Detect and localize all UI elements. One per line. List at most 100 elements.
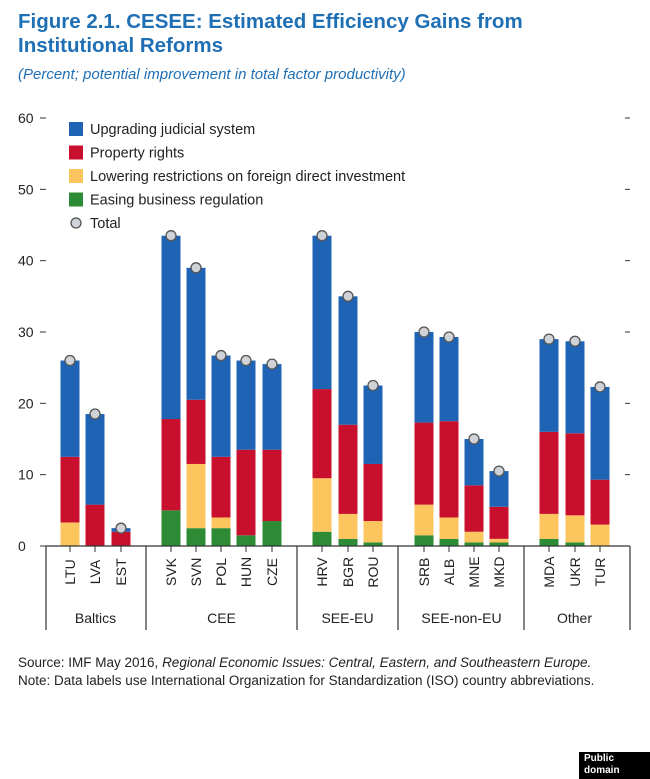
bar-judicial-ltu bbox=[60, 360, 80, 457]
bar-property-cze bbox=[262, 449, 282, 522]
total-marker-svn bbox=[190, 262, 202, 274]
bar-business-mda bbox=[539, 538, 559, 546]
bar-property-pol bbox=[211, 456, 231, 518]
x-tick-label: MNE bbox=[466, 556, 482, 587]
total-marker-lva bbox=[89, 408, 101, 420]
legend-swatch-fdi bbox=[69, 169, 83, 183]
y-tick-label: 30 bbox=[18, 324, 34, 340]
y-tick-label: 10 bbox=[18, 467, 34, 483]
total-marker-srb bbox=[418, 326, 430, 338]
chart-title: Figure 2.1. CESEE: Estimated Efficiency … bbox=[18, 10, 523, 57]
y-tick-label: 60 bbox=[18, 110, 34, 126]
legend-swatch-property bbox=[69, 145, 83, 160]
bars bbox=[60, 235, 610, 546]
bar-judicial-tur bbox=[590, 386, 610, 480]
total-marker-hrv bbox=[316, 230, 328, 242]
bar-judicial-hrv bbox=[312, 235, 332, 390]
bar-judicial-alb bbox=[439, 336, 459, 422]
bar-fdi-ukr bbox=[565, 515, 585, 543]
total-marker-ukr bbox=[569, 335, 581, 347]
group-label: SEE-non-EU bbox=[421, 610, 501, 626]
x-tick-label: HRV bbox=[314, 557, 330, 587]
x-tick-label: SVK bbox=[163, 557, 179, 586]
bar-fdi-hrv bbox=[312, 478, 332, 532]
chart-subtitle: (Percent; potential improvement in total… bbox=[18, 66, 406, 83]
y-axis: 0 10 20 30 40 50 60 bbox=[18, 110, 630, 554]
legend-swatch-judicial bbox=[69, 122, 83, 136]
group-label: CEE bbox=[207, 610, 236, 626]
bar-judicial-bgr bbox=[338, 296, 358, 425]
x-tick-label: CZE bbox=[264, 558, 280, 586]
legend: Upgrading judicial system Property rights… bbox=[69, 122, 405, 232]
bar-fdi-bgr bbox=[338, 513, 358, 539]
y-tick-label: 0 bbox=[18, 538, 26, 554]
bar-business-hun bbox=[236, 535, 256, 546]
bar-property-ltu bbox=[60, 456, 80, 523]
bar-business-svk bbox=[161, 510, 181, 546]
bar-fdi-srb bbox=[414, 504, 434, 536]
total-marker-alb bbox=[443, 331, 455, 343]
bar-business-bgr bbox=[338, 538, 358, 546]
bar-judicial-hun bbox=[236, 360, 256, 450]
x-tick-label: MDA bbox=[541, 556, 557, 588]
bar-property-svn bbox=[186, 399, 206, 464]
total-marker-tur bbox=[594, 381, 606, 393]
group-label: Baltics bbox=[75, 610, 116, 626]
bar-business-rou bbox=[363, 542, 383, 546]
bar-property-ukr bbox=[565, 433, 585, 516]
bar-judicial-mda bbox=[539, 339, 559, 432]
x-tick-label: SVN bbox=[188, 558, 204, 587]
bar-judicial-svn bbox=[186, 267, 206, 400]
bar-property-mne bbox=[464, 485, 484, 532]
bar-property-hrv bbox=[312, 389, 332, 479]
source-note: Source: IMF May 2016, Regional Economic … bbox=[18, 654, 638, 672]
x-tick-label: EST bbox=[113, 558, 129, 586]
bar-fdi-mne bbox=[464, 531, 484, 543]
x-tick-label: BGR bbox=[340, 557, 356, 587]
bar-property-lva bbox=[85, 504, 105, 546]
total-marker-rou bbox=[367, 379, 379, 392]
source-label: Source: IMF May 2016, bbox=[18, 655, 163, 670]
x-tick-label: UKR bbox=[567, 557, 583, 587]
bar-property-tur bbox=[590, 479, 610, 525]
y-tick-label: 20 bbox=[18, 395, 34, 411]
total-marker-mkd bbox=[493, 465, 505, 477]
total-marker-pol bbox=[215, 349, 227, 362]
x-tick-label: POL bbox=[213, 558, 229, 586]
bar-fdi-tur bbox=[590, 524, 610, 546]
chart-canvas: 0 10 20 30 40 50 60 LTU LVA EST SVK SVN POL HUN CZE HR… bbox=[18, 110, 631, 630]
total-marker-mne bbox=[468, 433, 480, 445]
bar-business-svn bbox=[186, 528, 206, 546]
legend-swatch-business bbox=[69, 192, 83, 207]
bar-judicial-mne bbox=[464, 439, 484, 486]
public-domain-badge: Public domain bbox=[579, 752, 650, 779]
legend-label: Total bbox=[90, 216, 121, 232]
group-label: Other bbox=[557, 610, 592, 626]
group-label: SEE-EU bbox=[321, 610, 373, 626]
bar-fdi-pol bbox=[211, 517, 231, 529]
bar-property-alb bbox=[439, 421, 459, 518]
total-marker-ltu bbox=[64, 354, 76, 367]
bar-judicial-rou bbox=[363, 385, 383, 464]
legend-label: Lowering restrictions on foreign direct … bbox=[90, 169, 405, 185]
bar-property-hun bbox=[236, 449, 256, 536]
bar-fdi-mda bbox=[539, 513, 559, 539]
legend-swatch-total bbox=[70, 217, 82, 229]
bar-property-rou bbox=[363, 463, 383, 522]
x-tick-label: LVA bbox=[87, 559, 103, 584]
x-tick-label: SRB bbox=[416, 558, 432, 587]
iso-note: Note: Data labels use International Orga… bbox=[18, 673, 595, 688]
total-marker-bgr bbox=[342, 290, 354, 302]
bar-fdi-mkd bbox=[489, 538, 509, 543]
x-tick-label: TUR bbox=[592, 558, 608, 587]
bar-judicial-lva bbox=[85, 414, 105, 505]
legend-label: Property rights bbox=[90, 146, 184, 162]
bar-judicial-ukr bbox=[565, 341, 585, 434]
y-tick-label: 50 bbox=[18, 181, 34, 197]
total-marker-mda bbox=[543, 333, 555, 345]
bar-property-srb bbox=[414, 422, 434, 505]
notes: Source: IMF May 2016, Regional Economic … bbox=[18, 654, 638, 690]
x-tick-label: ROU bbox=[365, 556, 381, 587]
bar-property-mda bbox=[539, 431, 559, 514]
bar-fdi-alb bbox=[439, 517, 459, 539]
